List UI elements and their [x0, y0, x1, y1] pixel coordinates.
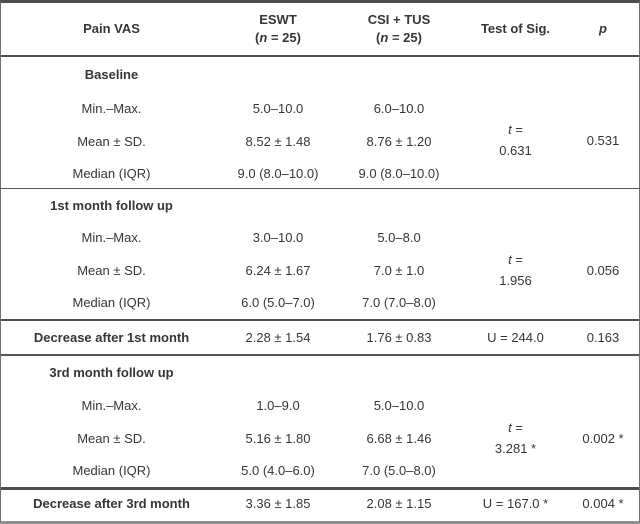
- month1-min-label: Min.–Max.: [81, 230, 142, 246]
- header-eswt-n: (n = 25): [255, 30, 301, 45]
- month1-test-stat-value: 1.956: [499, 272, 532, 288]
- baseline-mean-label: Mean ± SD.: [77, 133, 146, 149]
- month1-mean-eswt: 6.24 ± 1.67: [245, 262, 311, 278]
- decrease3-title: Decrease after 3rd month: [33, 496, 190, 512]
- month3-mean-label: Mean ± SD.: [77, 430, 146, 446]
- row-decrease-after-3rd-month: Decrease after 3rd month 3.36 ± 1.85 2.0…: [1, 487, 639, 518]
- month1-median-eswt: 6.0 (5.0–7.0): [241, 295, 315, 311]
- baseline-p-value: 0.531: [586, 132, 620, 148]
- month3-mean-eswt: 5.16 ± 1.80: [245, 430, 311, 446]
- section-baseline: Baseline Min.–Max. 5.0–10.0 6.0–10.0 Mea…: [1, 57, 639, 189]
- baseline-test-stat-symbol: t =: [508, 122, 523, 138]
- baseline-median-eswt: 9.0 (8.0–10.0): [237, 165, 319, 181]
- month3-p-value: 0.002 *: [582, 430, 624, 446]
- section-month1: 1st month follow up Min.–Max. 3.0–10.0 5…: [1, 189, 639, 319]
- month1-median-label: Median (IQR): [72, 295, 151, 311]
- decrease3-p-value: 0.004 *: [582, 496, 624, 512]
- baseline-median-label: Median (IQR): [72, 165, 151, 181]
- header-csi-name: CSI + TUS: [367, 11, 431, 27]
- month1-test-stat-symbol: t =: [508, 252, 523, 268]
- header-eswt: ESWT (n = 25): [222, 3, 334, 55]
- month1-median-csi: 7.0 (7.0–8.0): [362, 295, 436, 311]
- decrease1-test: U = 244.0: [487, 329, 544, 345]
- header-csi-n: (n = 25): [376, 30, 422, 45]
- baseline-min-eswt: 5.0–10.0: [252, 100, 304, 116]
- month3-median-eswt: 5.0 (4.0–6.0): [241, 463, 315, 479]
- decrease3-test: U = 167.0 *: [482, 496, 549, 512]
- section-month3: 3rd month follow up Min.–Max. 1.0–9.0 5.…: [1, 356, 639, 487]
- header-pain-vas-label: Pain VAS: [83, 21, 140, 37]
- header-csi-tus: CSI + TUS (n = 25): [334, 3, 464, 55]
- baseline-min-label: Min.–Max.: [81, 100, 142, 116]
- baseline-min-csi: 6.0–10.0: [373, 100, 425, 116]
- month1-mean-csi: 7.0 ± 1.0: [373, 262, 425, 278]
- month3-median-csi: 7.0 (5.0–8.0): [362, 463, 436, 479]
- decrease1-p-value: 0.163: [586, 329, 620, 345]
- section-month3-title: 3rd month follow up: [49, 365, 174, 381]
- decrease1-csi: 1.76 ± 0.83: [366, 329, 432, 345]
- header-eswt-name: ESWT: [259, 11, 297, 27]
- decrease1-title: Decrease after 1st month: [33, 329, 190, 345]
- month1-min-eswt: 3.0–10.0: [252, 230, 304, 246]
- baseline-test-stat: t = 0.631: [464, 92, 567, 189]
- month3-test-stat-value: 3.281 *: [494, 440, 537, 456]
- month1-p-value: 0.056: [586, 262, 620, 278]
- decrease1-eswt: 2.28 ± 1.54: [245, 329, 311, 345]
- baseline-mean-csi: 8.76 ± 1.20: [366, 133, 432, 149]
- month1-min-csi: 5.0–8.0: [377, 230, 421, 246]
- month3-min-eswt: 1.0–9.0: [256, 398, 300, 414]
- header-p-label: p: [599, 21, 607, 37]
- baseline-median-csi: 9.0 (8.0–10.0): [358, 165, 440, 181]
- row-decrease-after-1st-month: Decrease after 1st month 2.28 ± 1.54 1.7…: [1, 319, 639, 356]
- header-test-of-sig: Test of Sig.: [464, 3, 567, 55]
- month3-mean-csi: 6.68 ± 1.46: [366, 430, 432, 446]
- month1-test-stat: t = 1.956: [464, 222, 567, 319]
- month3-median-label: Median (IQR): [72, 463, 151, 479]
- decrease3-csi: 2.08 ± 1.15: [366, 496, 432, 512]
- month3-min-label: Min.–Max.: [81, 398, 142, 414]
- table-header-row: Pain VAS ESWT (n = 25) CSI + TUS (n = 25…: [1, 3, 639, 57]
- decrease3-eswt: 3.36 ± 1.85: [245, 496, 311, 512]
- header-test-label: Test of Sig.: [480, 21, 551, 37]
- month3-min-csi: 5.0–10.0: [373, 398, 425, 414]
- baseline-test-stat-value: 0.631: [499, 142, 532, 158]
- month1-mean-label: Mean ± SD.: [77, 262, 146, 278]
- header-p: p: [567, 3, 639, 55]
- header-pain-vas: Pain VAS: [1, 3, 222, 55]
- month3-test-stat: t = 3.281 *: [464, 390, 567, 487]
- section-baseline-title: Baseline: [84, 66, 139, 82]
- section-month1-title: 1st month follow up: [50, 197, 173, 213]
- month3-test-stat-symbol: t =: [508, 420, 523, 436]
- baseline-mean-eswt: 8.52 ± 1.48: [245, 133, 311, 149]
